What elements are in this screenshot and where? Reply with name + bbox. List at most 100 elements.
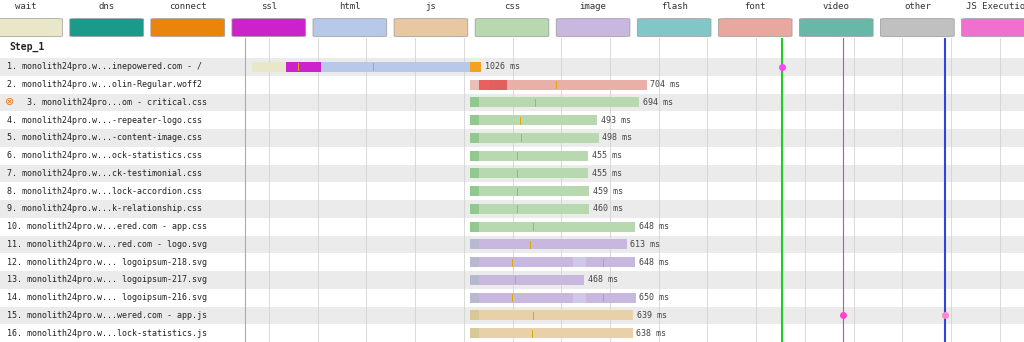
Text: 6. monolith24pro.w...ock-statistics.css: 6. monolith24pro.w...ock-statistics.css — [7, 151, 203, 160]
Bar — [0, 236, 245, 253]
Text: connect: connect — [169, 2, 207, 11]
Bar — [478, 222, 635, 232]
Text: 3. monolith24pro...om - critical.css: 3. monolith24pro...om - critical.css — [27, 98, 207, 107]
Text: 455 ms: 455 ms — [592, 151, 622, 160]
Bar — [245, 182, 1024, 200]
FancyBboxPatch shape — [151, 18, 224, 37]
Bar — [245, 306, 1024, 324]
Bar — [470, 257, 478, 267]
FancyBboxPatch shape — [637, 18, 711, 37]
Bar — [245, 165, 1024, 182]
Bar — [470, 222, 478, 232]
Bar — [245, 76, 1024, 93]
Text: 1026 ms: 1026 ms — [484, 62, 519, 71]
Bar — [470, 328, 478, 338]
Bar — [0, 182, 245, 200]
Bar — [573, 293, 586, 303]
FancyBboxPatch shape — [394, 18, 468, 37]
Bar — [0, 218, 245, 236]
Text: 650 ms: 650 ms — [639, 293, 670, 302]
Bar — [470, 169, 478, 178]
Bar — [245, 218, 1024, 236]
Bar — [245, 289, 1024, 306]
Bar — [478, 133, 599, 143]
Text: 2. monolith24pro.w...olin-Regular.woff2: 2. monolith24pro.w...olin-Regular.woff2 — [7, 80, 203, 89]
Bar — [586, 293, 636, 303]
Bar — [478, 275, 584, 285]
Bar — [507, 80, 646, 90]
FancyBboxPatch shape — [556, 18, 630, 37]
Bar — [245, 129, 1024, 147]
Bar — [0, 129, 245, 147]
Bar — [470, 62, 481, 72]
Bar — [245, 271, 1024, 289]
Text: 12. monolith24pro.w... logoipsum-218.svg: 12. monolith24pro.w... logoipsum-218.svg — [7, 258, 207, 267]
Text: 10. monolith24pro.w...ered.com - app.css: 10. monolith24pro.w...ered.com - app.css — [7, 222, 207, 231]
Text: flash: flash — [660, 2, 687, 11]
FancyBboxPatch shape — [475, 18, 549, 37]
Text: 638 ms: 638 ms — [636, 329, 667, 338]
Bar — [478, 328, 633, 338]
Bar — [252, 62, 286, 72]
Bar — [470, 311, 478, 320]
Text: JS Execution: JS Execution — [967, 2, 1024, 11]
Bar — [478, 186, 589, 196]
Text: 455 ms: 455 ms — [592, 169, 622, 178]
Text: 648 ms: 648 ms — [639, 222, 669, 231]
Text: 493 ms: 493 ms — [601, 116, 631, 124]
Text: Step_1: Step_1 — [10, 42, 45, 52]
Text: ⊗: ⊗ — [5, 97, 14, 107]
Text: other: other — [904, 2, 931, 11]
Text: 648 ms: 648 ms — [639, 258, 669, 267]
Bar — [470, 204, 478, 214]
Text: dns: dns — [98, 2, 115, 11]
Bar — [586, 257, 635, 267]
Text: 5. monolith24pro.w...-content-image.css: 5. monolith24pro.w...-content-image.css — [7, 133, 203, 142]
Bar — [0, 253, 245, 271]
Text: video: video — [823, 2, 850, 11]
Text: wait: wait — [15, 2, 36, 11]
Text: 639 ms: 639 ms — [637, 311, 667, 320]
Bar — [0, 93, 245, 111]
Bar — [0, 76, 245, 93]
FancyBboxPatch shape — [70, 18, 143, 37]
Text: 694 ms: 694 ms — [643, 98, 673, 107]
Text: 613 ms: 613 ms — [630, 240, 660, 249]
Bar — [478, 115, 597, 125]
Text: font: font — [744, 2, 766, 11]
Text: 468 ms: 468 ms — [588, 275, 617, 285]
FancyBboxPatch shape — [718, 18, 792, 37]
Bar — [478, 151, 588, 160]
Text: 13. monolith24pro.w... logoipsum-217.svg: 13. monolith24pro.w... logoipsum-217.svg — [7, 275, 207, 285]
Bar — [322, 62, 470, 72]
Bar — [478, 80, 489, 90]
Bar — [478, 169, 588, 178]
Bar — [470, 97, 478, 107]
Text: 1. monolith24pro.w...inepowered.com - /: 1. monolith24pro.w...inepowered.com - / — [7, 62, 203, 71]
Bar — [573, 257, 586, 267]
Bar — [470, 151, 478, 160]
Text: 8. monolith24pro.w...lock-accordion.css: 8. monolith24pro.w...lock-accordion.css — [7, 187, 203, 196]
Bar — [0, 200, 245, 218]
Text: 7. monolith24pro.w...ck-testimonial.css: 7. monolith24pro.w...ck-testimonial.css — [7, 169, 203, 178]
Bar — [470, 80, 478, 90]
FancyBboxPatch shape — [231, 18, 305, 37]
FancyBboxPatch shape — [962, 18, 1024, 37]
Bar — [470, 293, 478, 303]
Bar — [470, 275, 478, 285]
Text: 704 ms: 704 ms — [650, 80, 680, 89]
Bar — [470, 186, 478, 196]
Bar — [245, 58, 1024, 76]
Text: 16. monolith24pro.w...lock-statistics.js: 16. monolith24pro.w...lock-statistics.js — [7, 329, 207, 338]
Text: image: image — [580, 2, 606, 11]
Bar — [0, 306, 245, 324]
Bar — [470, 239, 478, 249]
Bar — [0, 324, 245, 342]
Bar — [0, 147, 245, 165]
Bar — [0, 58, 245, 76]
Text: 4. monolith24pro.w...-repeater-logo.css: 4. monolith24pro.w...-repeater-logo.css — [7, 116, 203, 124]
Bar — [245, 253, 1024, 271]
Bar — [245, 324, 1024, 342]
FancyBboxPatch shape — [313, 18, 387, 37]
Text: js: js — [426, 2, 436, 11]
